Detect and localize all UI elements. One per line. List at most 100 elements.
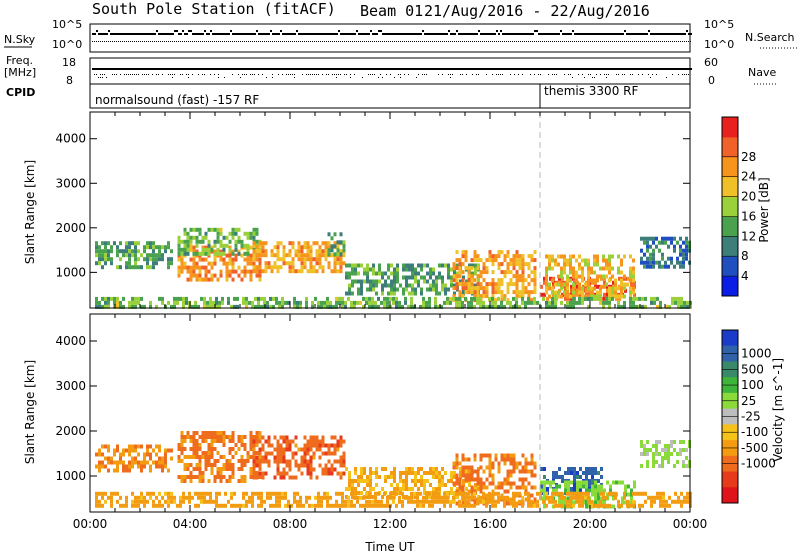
nsky-point (346, 33, 348, 35)
echo-cell (350, 499, 353, 504)
nsearch-point (438, 41, 439, 42)
echo-cell (527, 266, 531, 271)
echo-cell (252, 269, 256, 274)
echo-cell (161, 253, 164, 258)
echo-cell (646, 260, 649, 265)
freq-point (484, 68, 486, 70)
echo-cell (585, 288, 588, 293)
nsearch-point (254, 41, 255, 42)
echo-cell (564, 484, 567, 489)
nsky-point (286, 33, 288, 35)
echo-cell (276, 455, 280, 460)
echo-cell (438, 263, 441, 268)
echo-cell (291, 245, 295, 250)
freq-point (214, 68, 216, 70)
nsky-point (112, 33, 114, 35)
nsky-point (476, 33, 478, 35)
echo-cell (548, 282, 551, 287)
nsky-point (118, 33, 120, 35)
echo-cell (452, 286, 456, 291)
nsearch-point (654, 41, 655, 42)
echo-cell (195, 249, 199, 254)
echo-cell (383, 304, 386, 309)
echo-cell (375, 475, 378, 479)
echo-cell (428, 296, 431, 301)
echo-cell (667, 236, 670, 241)
echo-cell (272, 491, 275, 496)
echo-cell (258, 471, 262, 476)
echo-cell (419, 499, 422, 504)
nsky-point (444, 33, 446, 35)
echo-cell (368, 296, 371, 301)
cpid-program-2: themis 3300 RF (544, 84, 638, 98)
echo-cell (646, 256, 649, 261)
echo-cell (282, 455, 286, 460)
echo-cell (207, 435, 211, 439)
nave-point (292, 74, 293, 75)
echo-cell (438, 479, 441, 483)
echo-cell (231, 261, 235, 266)
nsky-point (642, 33, 644, 35)
echo-cell (161, 468, 164, 473)
freq-point (126, 68, 128, 70)
echo-cell (452, 461, 456, 466)
echo-cell (158, 503, 161, 508)
echo-cell (267, 439, 271, 444)
echo-cell (183, 265, 187, 270)
echo-cell (455, 258, 459, 263)
freq-point (294, 68, 296, 70)
echo-cell (640, 236, 643, 241)
echo-cell (303, 443, 307, 448)
echo-cell (261, 455, 265, 460)
nave-point (568, 74, 569, 75)
echo-cell (640, 256, 643, 261)
echo-cell (491, 290, 495, 295)
echo-cell (476, 290, 480, 295)
echo-cell (554, 282, 557, 287)
echo-cell (482, 481, 486, 486)
nsearch-point (420, 41, 421, 42)
echo-cell (188, 499, 191, 504)
echo-cell (186, 235, 190, 240)
freq-point (582, 68, 584, 70)
echo-cell (131, 249, 134, 254)
echo-cell (462, 479, 465, 483)
freq-point (554, 68, 556, 70)
echo-cell (585, 488, 588, 493)
echo-cell (470, 296, 473, 301)
echo-cell (278, 499, 281, 504)
echo-cell (219, 249, 223, 254)
freq-point (492, 68, 494, 70)
nave-point (152, 74, 153, 75)
echo-cell (222, 261, 226, 266)
echo-cell (524, 489, 528, 494)
echo-cell (342, 261, 346, 266)
echo-cell (152, 491, 155, 496)
echo-cell (219, 471, 223, 475)
echo-cell (420, 467, 423, 471)
echo-cell (540, 488, 543, 493)
echo-cell (527, 296, 530, 301)
echo-cell (632, 274, 635, 279)
echo-cell (590, 270, 593, 275)
nsky-point (428, 33, 430, 35)
echo-cell (679, 236, 682, 241)
echo-cell (140, 444, 143, 449)
echo-cell (467, 266, 471, 271)
echo-cell (356, 495, 359, 500)
echo-cell (116, 444, 119, 449)
echo-cell (336, 439, 340, 444)
echo-cell (667, 244, 670, 249)
echo-cell (649, 256, 652, 261)
freq-point (370, 68, 372, 70)
echo-cell (315, 253, 319, 258)
echo-cell (476, 300, 479, 305)
echo-cell (348, 475, 351, 479)
nsearch-point (350, 41, 351, 42)
echo-cell (333, 241, 337, 246)
echo-cell (599, 290, 602, 295)
echo-cell (518, 485, 522, 490)
echo-cell (467, 300, 470, 305)
freq-point (502, 68, 504, 70)
freq-point (588, 68, 590, 70)
